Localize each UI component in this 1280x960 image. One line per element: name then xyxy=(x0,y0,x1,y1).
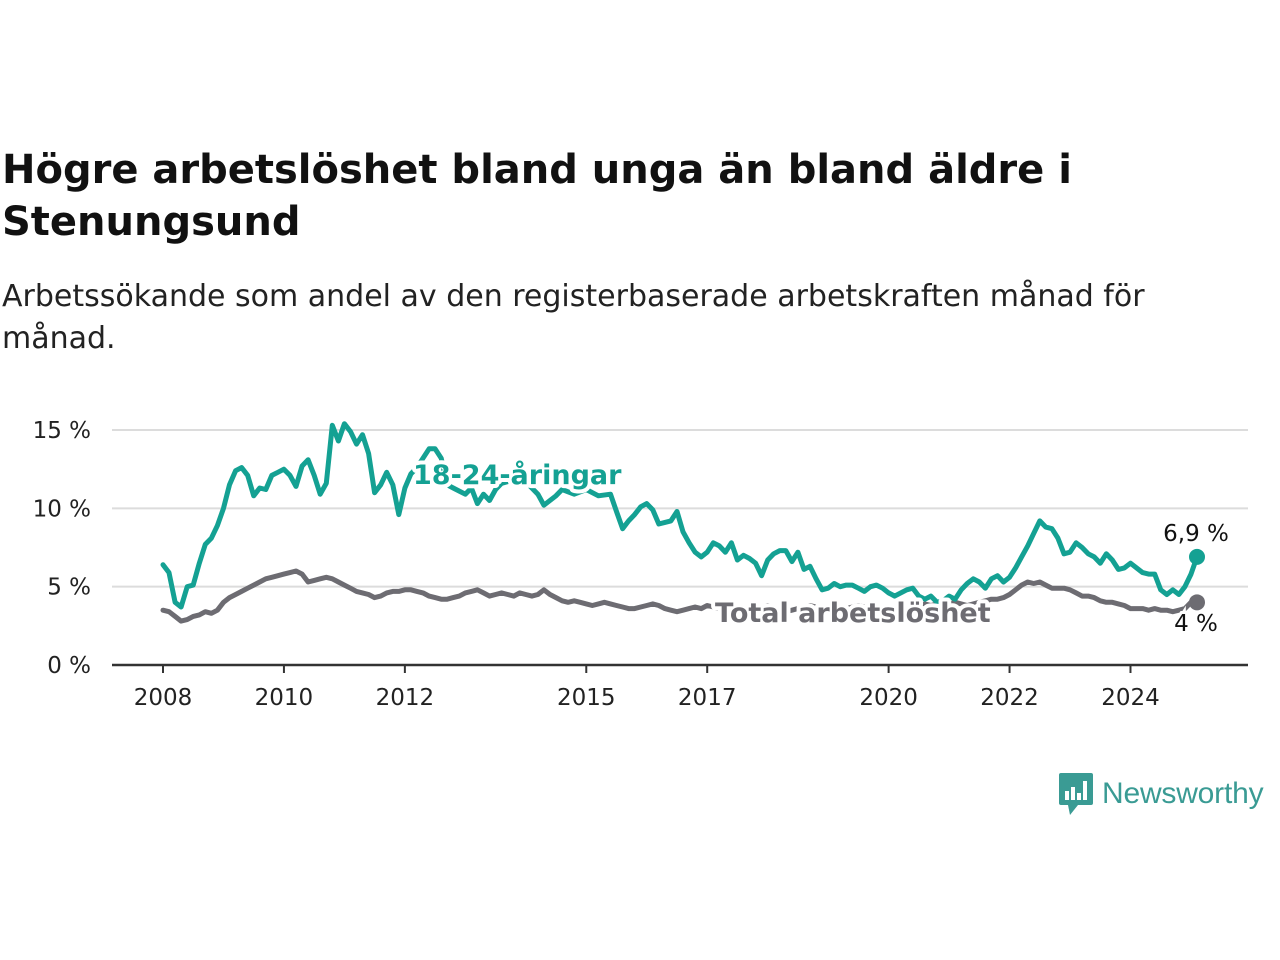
series-labels: 18-24-åringar Total arbetslöshet 6,9 % 4 % xyxy=(409,455,1232,640)
end-point-total xyxy=(1189,594,1205,611)
x-tick-label: 2022 xyxy=(980,685,1039,711)
series-line-18-24 xyxy=(160,421,1200,610)
newsworthy-brand[interactable]: Newsworthy xyxy=(1058,770,1264,818)
x-tick-label: 2015 xyxy=(557,685,616,711)
end-label-total: 4 % xyxy=(1174,611,1218,637)
series-label-total: Total arbetslöshet xyxy=(715,598,991,629)
newsworthy-logo-icon xyxy=(1059,773,1093,815)
series-line-total xyxy=(160,568,1200,624)
x-tick-label: 2012 xyxy=(376,685,435,711)
x-axis-ticks: 2008 2010 2012 2015 2017 2020 2022 2024 xyxy=(134,665,1160,711)
end-label-18-24: 6,9 % xyxy=(1163,521,1229,547)
series-lines xyxy=(160,421,1205,624)
chart-title: Högre arbetslöshet bland unga än bland ä… xyxy=(2,147,1072,245)
x-tick-label: 2008 xyxy=(134,685,193,711)
chart-subtitle: Arbetssökande som andel av den registerb… xyxy=(2,279,1145,356)
y-tick-label: 15 % xyxy=(33,418,91,444)
y-tick-label: 10 % xyxy=(33,496,91,522)
gridlines xyxy=(112,429,1248,588)
end-point-18-24 xyxy=(1189,548,1205,565)
y-tick-label: 5 % xyxy=(47,575,91,601)
x-tick-label: 2020 xyxy=(859,685,918,711)
y-axis-ticks: 0 % 5 % 10 % 15 % xyxy=(33,418,91,679)
x-tick-label: 2010 xyxy=(255,685,314,711)
line-chart: 0 %5 %10 %15 % 2008 2010 2012 2015 2017 2020 2… xyxy=(33,418,1248,711)
x-tick-label: 2024 xyxy=(1101,685,1160,711)
x-tick-label: 2017 xyxy=(678,685,737,711)
brand-name: Newsworthy xyxy=(1102,777,1264,810)
y-tick-label: 0 % xyxy=(47,653,91,679)
series-label-18-24: 18-24-åringar xyxy=(413,459,622,491)
